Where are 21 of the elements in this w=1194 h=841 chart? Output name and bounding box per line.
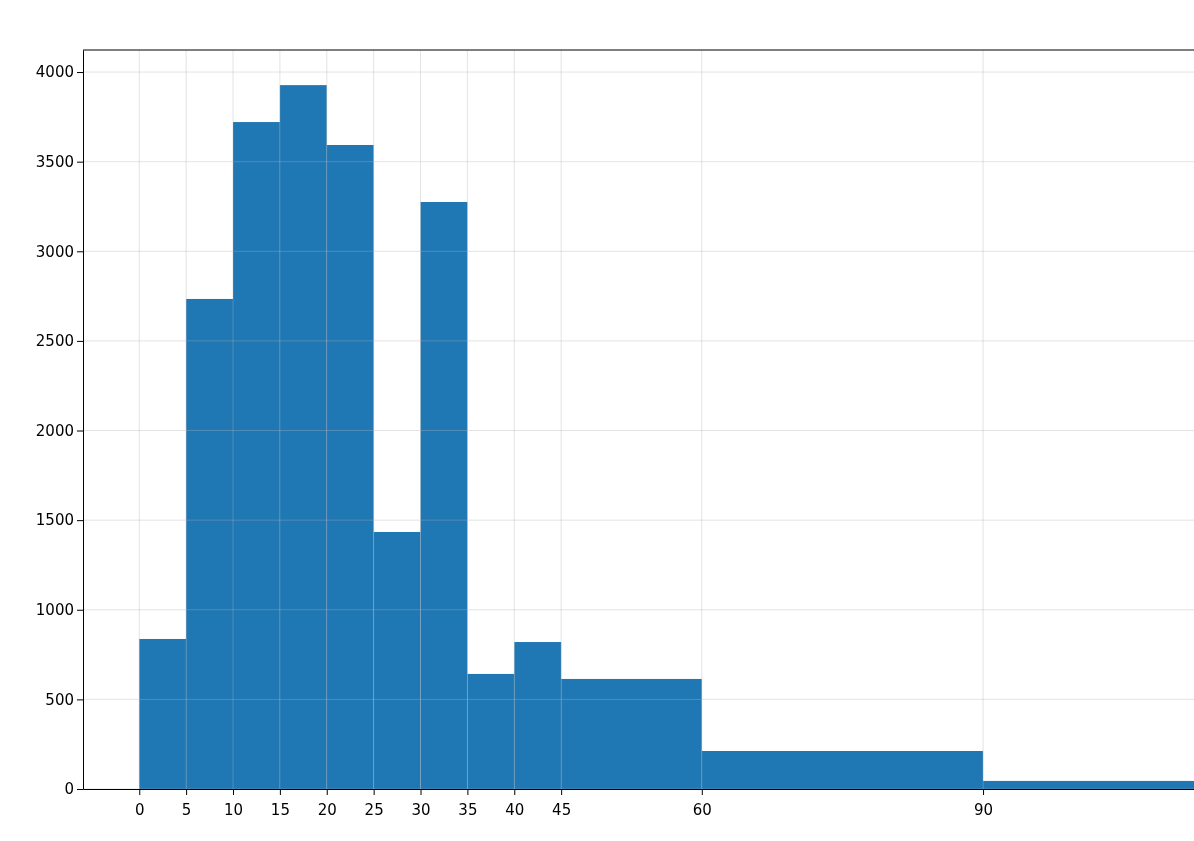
y-tick-label: 3500: [35, 152, 74, 171]
y-tick-label: 2000: [35, 421, 74, 440]
x-tick-label: 90: [974, 800, 994, 819]
x-tick-label: 10: [223, 800, 244, 819]
y-tick-label: 0: [64, 780, 74, 799]
x-tick-label: 20: [317, 800, 337, 819]
x-tick-label: 40: [505, 800, 525, 819]
x-tick-label: 25: [364, 800, 384, 819]
x-tick-label: 5: [181, 800, 192, 819]
y-tick-label: 3000: [35, 242, 74, 261]
x-tick-label: 45: [552, 800, 572, 819]
x-tick-label: 30: [411, 800, 431, 819]
y-tick-label: 2500: [35, 332, 74, 351]
y-tick-label: 500: [45, 690, 74, 709]
x-tick-label: 35: [458, 800, 478, 819]
y-tick-label: 1000: [35, 601, 74, 620]
y-tick-label: 4000: [35, 63, 74, 82]
y-tick-label: 1500: [35, 511, 74, 530]
x-tick-label: 60: [692, 800, 712, 819]
x-tick-label: 15: [270, 800, 290, 819]
x-tick-label: 0: [134, 800, 145, 819]
